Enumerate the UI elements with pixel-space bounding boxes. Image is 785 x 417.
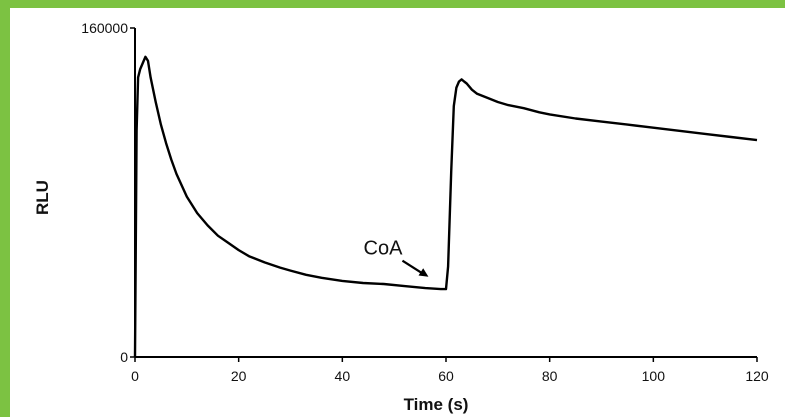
axes [130,27,758,362]
y-tick-label: 160000 [81,20,128,36]
tick-labels: 0 20 40 60 80 100 120 0 160000 [81,20,769,384]
x-tick-label: 40 [335,368,351,384]
x-tick-label: 80 [542,368,558,384]
x-tick-label: 0 [131,368,139,384]
y-tick-label: 0 [120,349,128,365]
series-line [133,55,758,358]
x-tick-label: 60 [438,368,454,384]
annotation-label: CoA [364,238,404,260]
y-axis-title: RLU [33,180,52,215]
annotation-arrow-head [418,268,429,277]
x-tick-label: 20 [231,368,247,384]
x-axis-title: Time (s) [404,395,469,414]
x-tick-label: 120 [745,368,769,384]
x-tick-label: 100 [642,368,666,384]
annotations: CoA [364,238,429,277]
